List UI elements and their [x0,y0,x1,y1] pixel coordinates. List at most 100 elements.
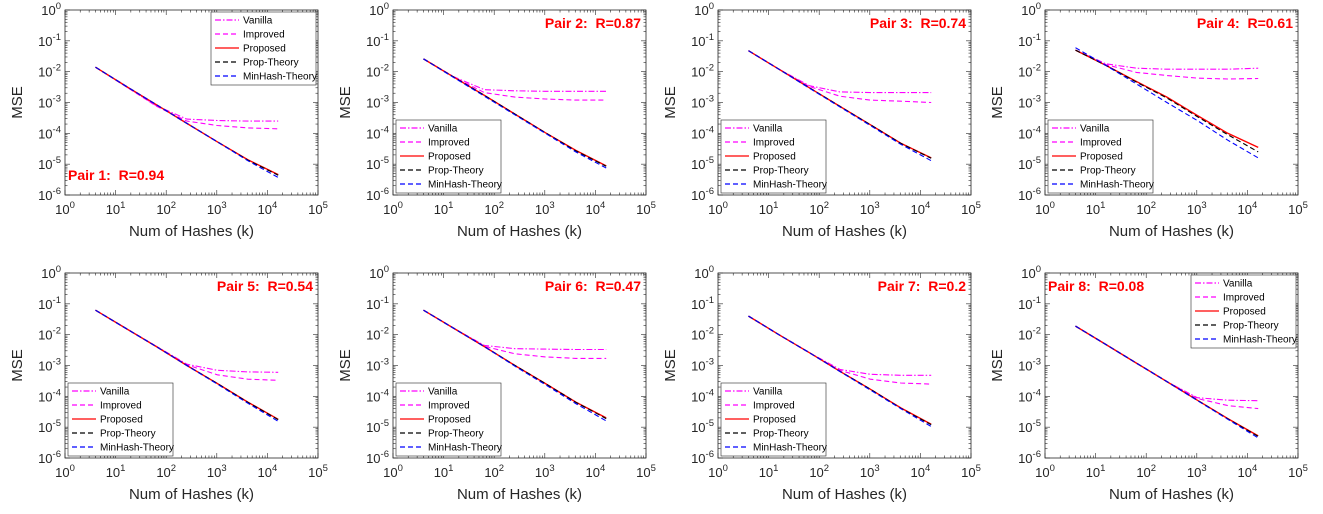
y-axis-label: MSE [337,86,354,119]
x-tick-label: 103 [207,463,227,480]
series-group [1075,47,1259,159]
y-tick-label: 10-4 [691,387,714,404]
legend: Vanilla Improved Proposed Prop-Theory MinHas… [720,119,827,194]
y-tick-label: 10-2 [366,326,389,343]
x-axis-label: Num of Hashes (k) [782,486,907,503]
series-line-minhash-theory [1075,325,1259,439]
y-tick-label: 10-5 [38,155,61,172]
legend-label: MinHash-Theory [428,180,502,191]
x-tick-label: 105 [308,463,328,480]
pair-annotation: Pair 4: R=0.61 [1197,15,1293,31]
series-line-vanilla [1075,49,1259,70]
y-axis-label: MSE [989,86,1006,119]
y-axis-label: MSE [989,349,1006,382]
y-tick-label: 10-4 [691,124,714,141]
x-tick-label: 101 [1086,200,1106,217]
y-tick-label: 10-2 [38,326,61,343]
x-tick-label: 103 [860,463,880,480]
y-tick-label: 10-4 [1018,387,1041,404]
y-tick-label: 10-6 [366,449,389,466]
y-tick-label: 10-6 [691,186,714,203]
x-tick-label: 102 [1136,463,1156,480]
x-axis-label: Num of Hashes (k) [1109,223,1234,240]
legend-label: Proposed [1080,152,1123,163]
y-tick-label: 10-6 [366,186,389,203]
chart-panel-8: 100 101 102 103 104 105 10-6 10-5 10-4 10-3 10-2 10… [989,264,1308,503]
x-axis-label: Num of Hashes (k) [782,223,907,240]
x-tick-label: 101 [106,200,126,217]
x-tick-label: 101 [434,463,454,480]
legend: Vanilla Improved Proposed Prop-Theory MinHas… [720,382,827,457]
x-tick-label: 100 [708,463,728,480]
tick-marks [717,272,972,459]
x-tick-label: 103 [1187,200,1207,217]
y-tick-label: 10-1 [1018,295,1041,312]
y-tick-label: 10-2 [38,63,61,80]
x-tick-label: 104 [1238,200,1258,217]
legend: Vanilla Improved Proposed Prop-Theory MinHas… [1047,119,1154,194]
series-group [748,315,932,427]
x-tick-label: 102 [484,200,504,217]
y-axis-label: MSE [337,349,354,382]
legend-label: Improved [753,401,795,412]
tick-marks [1044,9,1299,196]
x-tick-label: 100 [1035,463,1055,480]
y-tick-label: 10-4 [366,387,389,404]
y-tick-label: 100 [41,264,61,281]
y-tick-label: 100 [1021,264,1041,281]
x-axis-label: Num of Hashes (k) [457,486,582,503]
legend-label: MinHash-Theory [1223,335,1297,346]
legend: Vanilla Improved Proposed Prop-Theory MinHas… [67,382,174,457]
x-tick-label: 103 [535,200,555,217]
x-tick-label: 101 [1086,463,1106,480]
series-line-minhash-theory [423,309,607,422]
x-tick-label: 104 [1238,463,1258,480]
legend: Vanilla Improved Proposed Prop-Theory MinHas… [210,11,317,86]
y-tick-label: 10-3 [366,94,389,111]
x-tick-label: 100 [383,463,403,480]
y-tick-label: 10-2 [1018,326,1041,343]
series-line-minhash-theory [95,309,279,422]
series-line-improved [1075,49,1259,80]
x-tick-label: 102 [809,463,829,480]
legend: Vanilla Improved Proposed Prop-Theory MinHas… [1190,274,1297,349]
y-tick-label: 100 [41,1,61,18]
y-tick-label: 100 [369,264,389,281]
series-group [748,50,932,162]
y-tick-label: 10-1 [691,295,714,312]
y-tick-label: 10-5 [38,418,61,435]
legend-label: Prop-Theory [753,166,809,177]
x-tick-label: 100 [708,200,728,217]
pair-annotation: Pair 5: R=0.54 [217,278,313,294]
legend-label: Proposed [243,44,286,55]
y-tick-label: 10-1 [1018,32,1041,49]
legend-label: Vanilla [1223,279,1253,290]
x-tick-label: 102 [156,200,176,217]
legend-label: MinHash-Theory [1080,180,1154,191]
legend-label: Improved [100,401,142,412]
legend-label: Prop-Theory [243,58,299,69]
x-tick-label: 105 [636,463,656,480]
pair-annotation: Pair 1: R=0.94 [68,167,164,183]
legend-label: Vanilla [243,16,273,27]
legend-label: MinHash-Theory [428,443,502,454]
x-tick-label: 105 [1288,463,1308,480]
legend-label: Prop-Theory [1223,321,1279,332]
y-axis-label: MSE [662,86,679,119]
y-tick-label: 10-5 [1018,155,1041,172]
tick-marks [717,9,972,196]
legend-label: Proposed [1223,307,1266,318]
series-line-minhash-theory [1075,47,1259,159]
legend-label: MinHash-Theory [753,180,827,191]
x-tick-label: 104 [258,200,278,217]
y-tick-label: 100 [694,264,714,281]
legend-label: Proposed [428,152,471,163]
y-axis-label: MSE [9,349,26,382]
legend-label: MinHash-Theory [100,443,174,454]
legend-label: Improved [753,138,795,149]
pair-annotation: Pair 8: R=0.08 [1048,278,1144,294]
x-tick-label: 101 [759,200,779,217]
y-tick-label: 10-1 [691,32,714,49]
x-tick-label: 102 [809,200,829,217]
